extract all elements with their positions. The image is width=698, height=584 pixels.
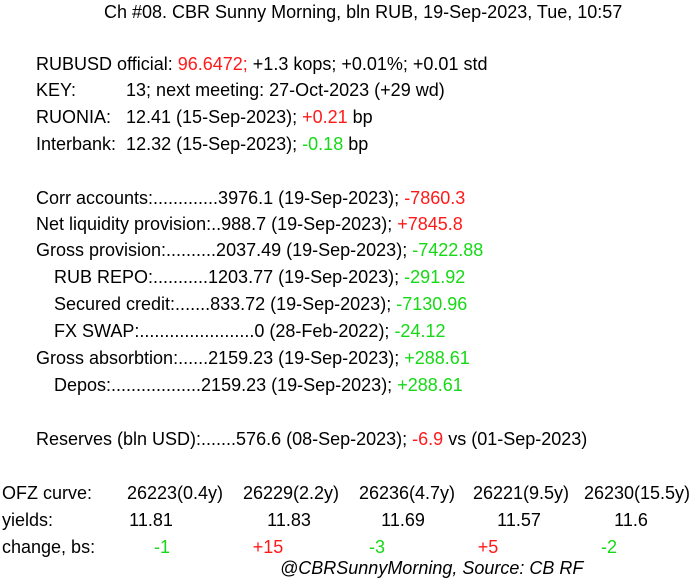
fx-swap-line: FX SWAP:.......................0 (28-Feb… — [54, 321, 445, 341]
ofz-change-label: change, bs: — [2, 537, 96, 557]
ofz-bond-2: 26229(2.2y) — [242, 483, 340, 503]
rubusd-line: RUBUSD official: 96.6472; +1.3 kops; +0.… — [36, 54, 487, 74]
gross-change: -7422.88 — [412, 240, 484, 260]
fxswap-change: -24.12 — [394, 321, 446, 341]
secured-credit-line: Secured credit:.......833.72 (19-Sep-202… — [54, 294, 467, 314]
ruonia-unit: bp — [347, 107, 373, 127]
depos-label: Depos:..................2159.23 (19-Sep-… — [54, 375, 398, 395]
reserves-line: Reserves (bln USD):.......576.6 (08-Sep-… — [36, 429, 587, 449]
interbank-line: Interbank: 12.32 (15-Sep-2023); -0.18 bp — [36, 134, 368, 154]
ofz-change-3: -3 — [368, 537, 385, 557]
gross-provision-line: Gross provision:..........2037.49 (19-Se… — [36, 240, 483, 260]
page-title: Ch #08. CBR Sunny Morning, bln RUB, 19-S… — [104, 2, 623, 22]
ofz-bond-4: 26221(9.5y) — [472, 483, 570, 503]
rubusd-rest: +1.3 kops; +0.01%; +0.01 std — [247, 54, 488, 74]
absorb-change: +288.61 — [404, 348, 470, 368]
interbank-label: Interbank: 12.32 (15-Sep-2023); — [36, 134, 303, 154]
ofz-yield-1: 11.81 — [129, 510, 173, 530]
ofz-curve-label: OFZ curve: — [2, 483, 93, 503]
key-rate-line: KEY: 13; next meeting: 27-Oct-2023 (+29 … — [36, 80, 445, 100]
ofz-change-4: +5 — [477, 537, 499, 557]
absorb-label: Gross absorbtion:......2159.23 (19-Sep-2… — [36, 348, 405, 368]
repo-label: RUB REPO:...........1203.77 (19-Sep-2023… — [54, 267, 405, 287]
secured-label: Secured credit:.......833.72 (19-Sep-202… — [54, 294, 397, 314]
fxswap-label: FX SWAP:.......................0 (28-Feb… — [54, 321, 395, 341]
net-liquidity-line: Net liquidity provision:..988.7 (19-Sep-… — [36, 214, 463, 234]
ofz-change-1: -1 — [153, 537, 170, 557]
interbank-unit: bp — [343, 134, 369, 154]
repo-change: -291.92 — [404, 267, 466, 287]
depos-line: Depos:..................2159.23 (19-Sep-… — [54, 375, 463, 395]
ofz-bond-3: 26236(4.7y) — [358, 483, 456, 503]
secured-change: -7130.96 — [396, 294, 468, 314]
ofz-yield-5: 11.6 — [614, 510, 648, 530]
ofz-change-2: +15 — [252, 537, 284, 557]
ruonia-change: +0.21 — [302, 107, 348, 127]
reserves-label: Reserves (bln USD):.......576.6 (08-Sep-… — [36, 429, 413, 449]
ofz-change-5: -2 — [600, 537, 617, 557]
ofz-yields-label: yields: — [2, 510, 54, 530]
depos-change: +288.61 — [397, 375, 463, 395]
netliq-change: +7845.8 — [397, 214, 463, 234]
corr-label: Corr accounts:.............3976.1 (19-Se… — [36, 188, 405, 208]
netliq-label: Net liquidity provision:..988.7 (19-Sep-… — [36, 214, 398, 234]
ofz-bond-1: 26223(0.4y) — [126, 483, 224, 503]
interbank-change: -0.18 — [302, 134, 344, 154]
reserves-change: -6.9 — [412, 429, 444, 449]
ofz-yield-4: 11.57 — [497, 510, 541, 530]
gross-absorption-line: Gross absorbtion:......2159.23 (19-Sep-2… — [36, 348, 470, 368]
corr-change: -7860.3 — [404, 188, 466, 208]
rub-repo-line: RUB REPO:...........1203.77 (19-Sep-2023… — [54, 267, 465, 287]
rubusd-value: 96.6472; — [177, 54, 248, 74]
corr-accounts-line: Corr accounts:.............3976.1 (19-Se… — [36, 188, 465, 208]
ofz-yield-3: 11.69 — [381, 510, 425, 530]
footer-source: @CBRSunnyMorning, Source: CB RF — [280, 558, 584, 578]
ofz-bond-5: 26230(15.5y) — [583, 483, 691, 503]
gross-label: Gross provision:..........2037.49 (19-Se… — [36, 240, 413, 260]
rubusd-label: RUBUSD official: — [36, 54, 178, 74]
reserves-rest: vs (01-Sep-2023) — [443, 429, 588, 449]
ofz-yield-2: 11.83 — [267, 510, 311, 530]
ruonia-label: RUONIA: 12.41 (15-Sep-2023); — [36, 107, 303, 127]
ruonia-line: RUONIA: 12.41 (15-Sep-2023); +0.21 bp — [36, 107, 373, 127]
